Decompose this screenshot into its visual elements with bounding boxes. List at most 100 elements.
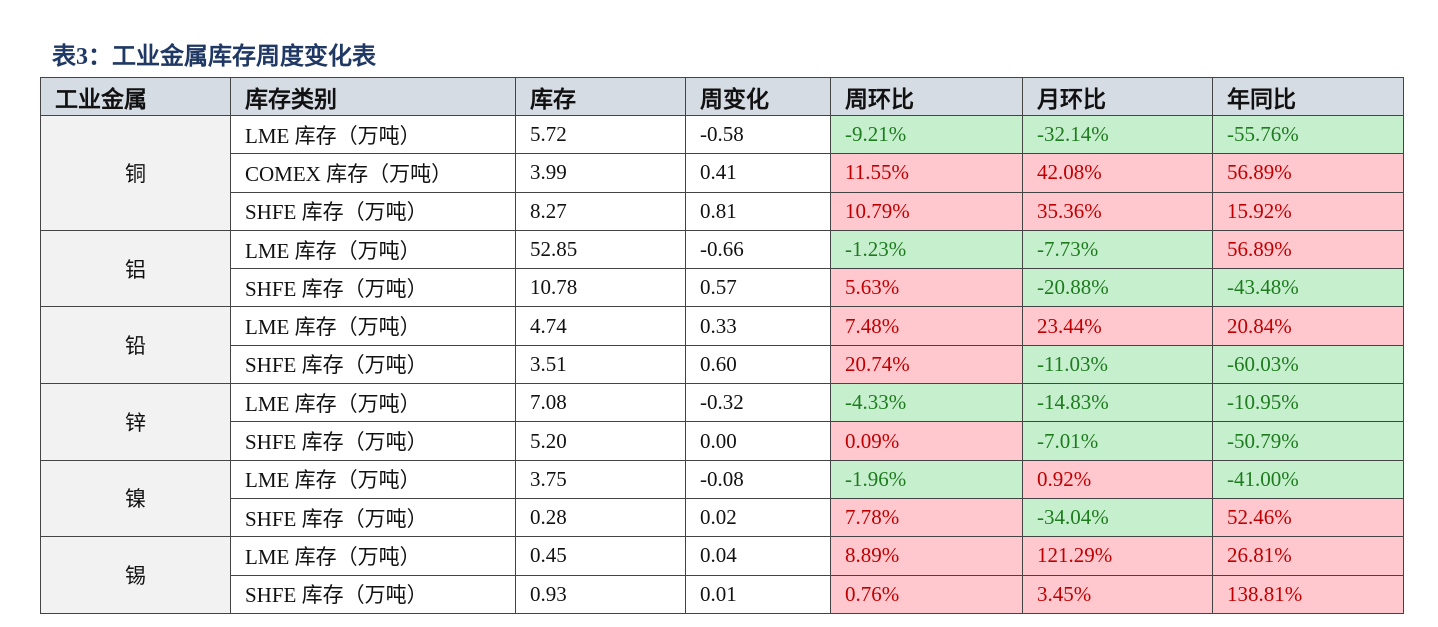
category-cell: LME 库存（万吨） — [230, 536, 516, 576]
value-cell: 0.93 — [515, 574, 686, 614]
header-row: 工业金属 库存类别 库存 周变化 周环比 月环比 年同比 — [40, 77, 1404, 116]
header-cell: 年同比 — [1212, 77, 1404, 116]
value-cell: 52.46% — [1212, 497, 1404, 538]
category-cell: SHFE 库存（万吨） — [230, 344, 516, 385]
value-cell: 35.36% — [1022, 191, 1213, 231]
category-cell: SHFE 库存（万吨） — [230, 268, 516, 308]
value-cell: 56.89% — [1212, 153, 1404, 193]
value-cell: 56.89% — [1212, 229, 1404, 270]
value-cell: -60.03% — [1212, 344, 1404, 385]
value-cell: 3.45% — [1022, 574, 1213, 614]
value-cell: 8.27 — [515, 191, 686, 231]
value-cell: 8.89% — [830, 536, 1023, 576]
table-title: 表3：工业金属库存周度变化表 — [52, 44, 376, 70]
value-cell: 0.76% — [830, 574, 1023, 614]
value-cell: 0.41 — [685, 153, 831, 193]
category-cell: SHFE 库存（万吨） — [230, 421, 516, 461]
value-cell: 3.99 — [515, 153, 686, 193]
value-cell: 0.60 — [685, 344, 831, 385]
header-cell: 周变化 — [685, 77, 831, 116]
table-row: 锡 LME 库存（万吨） 0.45 0.04 8.89% 121.29% 26.81% — [40, 536, 1404, 614]
value-cell: -41.00% — [1212, 459, 1404, 499]
table-row: SHFE 库存（万吨） 0.28 0.02 7.78% -34.04% 52.46% — [41, 497, 1404, 538]
value-cell: -0.58 — [685, 114, 831, 155]
header-cell: 月环比 — [1022, 77, 1213, 116]
value-cell: 20.84% — [1212, 306, 1404, 346]
value-cell: -1.96% — [830, 459, 1023, 499]
category-cell: COMEX 库存（万吨） — [230, 153, 516, 193]
value-cell: -4.33% — [830, 383, 1023, 423]
value-cell: -50.79% — [1212, 421, 1404, 461]
category-cell: SHFE 库存（万吨） — [230, 574, 516, 614]
value-cell: 121.29% — [1022, 536, 1213, 576]
category-cell: LME 库存（万吨） — [230, 114, 516, 155]
metal-cell: 锌 — [40, 383, 231, 461]
value-cell: 5.63% — [830, 268, 1023, 308]
value-cell: 7.48% — [830, 306, 1023, 346]
value-cell: 7.78% — [830, 497, 1023, 538]
value-cell: 15.92% — [1212, 191, 1404, 231]
header-cell: 库存类别 — [230, 77, 516, 116]
value-cell: -0.08 — [685, 459, 831, 499]
value-cell: 3.75 — [515, 459, 686, 499]
category-cell: LME 库存（万吨） — [230, 383, 516, 423]
table-row: 铜 LME 库存（万吨） 5.72 -0.58 -9.21% -32.14% -55.76% — [40, 114, 1404, 231]
value-cell: -14.83% — [1022, 383, 1213, 423]
value-cell: -0.66 — [685, 229, 831, 270]
category-cell: LME 库存（万吨） — [230, 459, 516, 499]
header-cell: 库存 — [515, 77, 686, 116]
value-cell: -43.48% — [1212, 268, 1404, 308]
header-cell: 工业金属 — [40, 77, 231, 116]
value-cell: -1.23% — [830, 229, 1023, 270]
table-header: 工业金属 库存类别 库存 周变化 周环比 月环比 年同比 — [40, 77, 1404, 116]
value-cell: 23.44% — [1022, 306, 1213, 346]
value-cell: 11.55% — [830, 153, 1023, 193]
table-row: SHFE 库存（万吨） 5.20 0.00 0.09% -7.01% -50.79% — [41, 421, 1404, 461]
table-row: 铅 LME 库存（万吨） 4.74 0.33 7.48% 23.44% 20.84% — [40, 306, 1404, 385]
value-cell: -7.01% — [1022, 421, 1213, 461]
value-cell: -10.95% — [1212, 383, 1404, 423]
value-cell: 0.04 — [685, 536, 831, 576]
table-body: 铜 LME 库存（万吨） 5.72 -0.58 -9.21% -32.14% -55.76%… — [40, 114, 1404, 614]
value-cell: 26.81% — [1212, 536, 1404, 576]
category-cell: SHFE 库存（万吨） — [230, 497, 516, 538]
value-cell: 0.45 — [515, 536, 686, 576]
category-cell: LME 库存（万吨） — [230, 229, 516, 270]
value-cell: -32.14% — [1022, 114, 1213, 155]
value-cell: 0.33 — [685, 306, 831, 346]
table-row: SHFE 库存（万吨） 3.51 0.60 20.74% -11.03% -60.03% — [41, 344, 1404, 385]
value-cell: 0.57 — [685, 268, 831, 308]
metal-cell: 镍 — [40, 459, 231, 538]
value-cell: 20.74% — [830, 344, 1023, 385]
value-cell: 0.81 — [685, 191, 831, 231]
value-cell: 5.72 — [515, 114, 686, 155]
value-cell: 0.92% — [1022, 459, 1213, 499]
value-cell: -55.76% — [1212, 114, 1404, 155]
header-cell: 周环比 — [830, 77, 1023, 116]
category-cell: LME 库存（万吨） — [230, 306, 516, 346]
category-cell: SHFE 库存（万吨） — [230, 191, 516, 231]
table-row: 锌 LME 库存（万吨） 7.08 -0.32 -4.33% -14.83% -10.95% — [40, 383, 1404, 461]
value-cell: -9.21% — [830, 114, 1023, 155]
value-cell: 138.81% — [1212, 574, 1404, 614]
value-cell: 5.20 — [515, 421, 686, 461]
value-cell: 10.79% — [830, 191, 1023, 231]
value-cell: 0.01 — [685, 574, 831, 614]
value-cell: 3.51 — [515, 344, 686, 385]
value-cell: -20.88% — [1022, 268, 1213, 308]
value-cell: 4.74 — [515, 306, 686, 346]
value-cell: 0.28 — [515, 497, 686, 538]
metal-cell: 铜 — [40, 115, 231, 231]
value-cell: 0.00 — [685, 421, 831, 461]
value-cell: 7.08 — [515, 383, 686, 423]
metal-cell: 铅 — [40, 306, 231, 385]
value-cell: -0.32 — [685, 383, 831, 423]
value-cell: 0.02 — [685, 497, 831, 538]
inventory-table: 工业金属 库存类别 库存 周变化 周环比 月环比 年同比 铜 LME 库存（万吨） 5.72 -0… — [40, 77, 1404, 614]
table-row: 铝 LME 库存（万吨） 52.85 -0.66 -1.23% -7.73% 56.89% — [40, 229, 1404, 308]
value-cell: 0.09% — [830, 421, 1023, 461]
table-row: SHFE 库存（万吨） 10.78 0.57 5.63% -20.88% -43.48% — [41, 268, 1404, 308]
table-row: SHFE 库存（万吨） 8.27 0.81 10.79% 35.36% 15.92% — [41, 191, 1404, 231]
value-cell: 42.08% — [1022, 153, 1213, 193]
value-cell: -34.04% — [1022, 497, 1213, 538]
